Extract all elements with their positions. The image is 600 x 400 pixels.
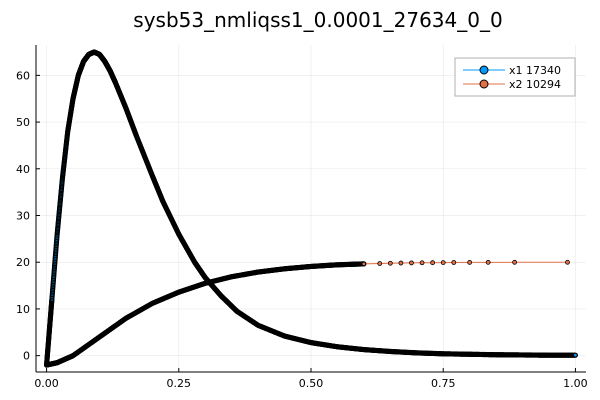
data-point	[398, 260, 404, 266]
series-line	[46, 261, 568, 366]
y-tick-label: 60	[16, 69, 30, 82]
x-tick-label: 0.75	[431, 377, 456, 390]
data-point	[387, 260, 393, 266]
y-tick-label: 30	[16, 210, 30, 223]
data-point	[419, 260, 425, 266]
series-1	[43, 49, 579, 368]
legend-box	[454, 57, 576, 97]
data-point	[440, 260, 446, 266]
x-tick-label: 0.50	[299, 377, 324, 390]
x-tick-label: 1.00	[563, 377, 588, 390]
series-2	[43, 259, 570, 368]
data-point	[409, 260, 414, 266]
y-tick-label: 50	[16, 116, 30, 129]
series	[43, 49, 579, 368]
axes	[35, 45, 586, 373]
legend-swatch-marker	[479, 79, 489, 89]
legend-swatch-marker	[479, 65, 489, 75]
data-point	[377, 261, 383, 266]
data-point	[485, 259, 491, 265]
y-tick-label: 10	[16, 303, 30, 316]
data-point	[565, 259, 570, 265]
y-tick-label: 0	[23, 350, 30, 363]
data-point	[430, 260, 436, 266]
data-point	[467, 260, 473, 265]
data-point	[572, 352, 579, 358]
grid	[36, 45, 586, 372]
data-point	[451, 260, 457, 265]
data-point	[361, 261, 367, 267]
legend-label: x1 17340	[509, 64, 561, 77]
x-tick-label: 0.00	[34, 377, 59, 390]
chart-title: sysb53_nmliqss1_0.0001_27634_0_0	[133, 8, 502, 32]
tick-labels: 0.00 0.25 0.50 0.75 1.00 0 10 20 30 40 50 60	[16, 69, 588, 390]
y-tick-label: 40	[16, 163, 30, 176]
x-tick-label: 0.25	[167, 377, 192, 390]
y-tick-label: 20	[16, 256, 30, 269]
data-point	[512, 259, 518, 265]
legend-label: x2 10294	[509, 78, 561, 91]
